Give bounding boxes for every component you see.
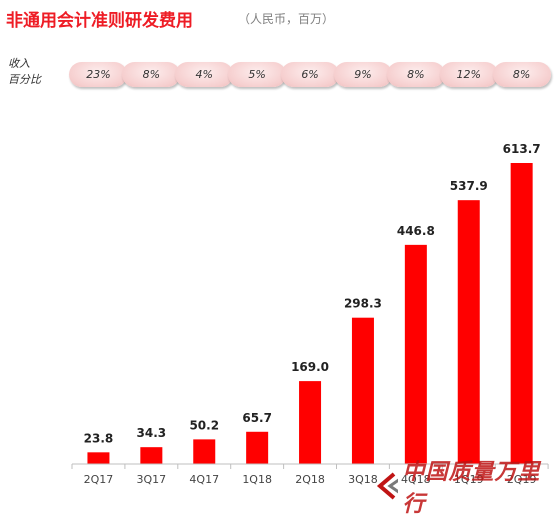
bar: [299, 381, 322, 464]
data-label: 23.8: [84, 431, 114, 445]
bar: [457, 200, 480, 465]
unit-label: （人民币，百万）: [238, 12, 335, 26]
x-tick-label: 1Q19: [454, 473, 484, 486]
revenue-pct-label: 收入 百分比: [8, 56, 58, 88]
watermark-text: 中国质量万里行: [402, 459, 541, 517]
bar: [87, 452, 110, 464]
revenue-pct-pill: 5%: [228, 62, 287, 87]
x-tick-label: 1Q18: [242, 473, 272, 486]
revenue-pct-pill: 23%: [69, 62, 128, 87]
watermark: 中国质量万里行: [374, 454, 554, 518]
data-label: 613.7: [503, 142, 541, 156]
bar: [246, 431, 269, 464]
revenue-pct-pill: 8%: [492, 62, 551, 87]
data-label: 446.8: [397, 224, 435, 238]
data-label: 537.9: [450, 179, 488, 193]
bar: [193, 439, 216, 464]
bar: [510, 163, 533, 464]
x-tick-label: 2Q19: [507, 473, 537, 486]
watermark-logo-icon: [376, 472, 399, 500]
data-label: 50.2: [189, 418, 219, 432]
data-label: 34.3: [137, 426, 167, 440]
x-tick-label: 2Q17: [84, 473, 114, 486]
revenue-pct-pill: 8%: [122, 62, 181, 87]
x-tick-label: 4Q17: [189, 473, 219, 486]
revenue-pct-pill: 9%: [333, 62, 392, 87]
revenue-pct-label-text: 收入 百分比: [8, 56, 58, 88]
bar: [351, 317, 374, 464]
revenue-pct-label-line: 收入: [8, 57, 30, 70]
x-tick-label: 3Q17: [137, 473, 167, 486]
revenue-pct-label-line: 百分比: [8, 73, 41, 86]
x-tick-label: 2Q18: [295, 473, 325, 486]
data-label: 65.7: [242, 411, 272, 425]
revenue-pct-pill: 4%: [175, 62, 234, 87]
bar-chart: 23.8 34.3 50.2 65.7 169.0 298.3 446.8 537.9 613.…: [71, 142, 549, 486]
revenue-pct-pill: 12%: [439, 62, 498, 87]
bar: [404, 244, 427, 464]
chart-title: 非通用会计准则研发费用: [6, 11, 193, 31]
revenue-pct-pill: 6%: [281, 62, 340, 87]
revenue-pct-pill: 8%: [386, 62, 445, 87]
x-tick-label: 4Q18: [401, 473, 431, 486]
data-label: 169.0: [291, 360, 329, 374]
data-label: 298.3: [344, 297, 382, 311]
x-tick-label: 3Q18: [348, 473, 378, 486]
bar: [140, 447, 163, 464]
